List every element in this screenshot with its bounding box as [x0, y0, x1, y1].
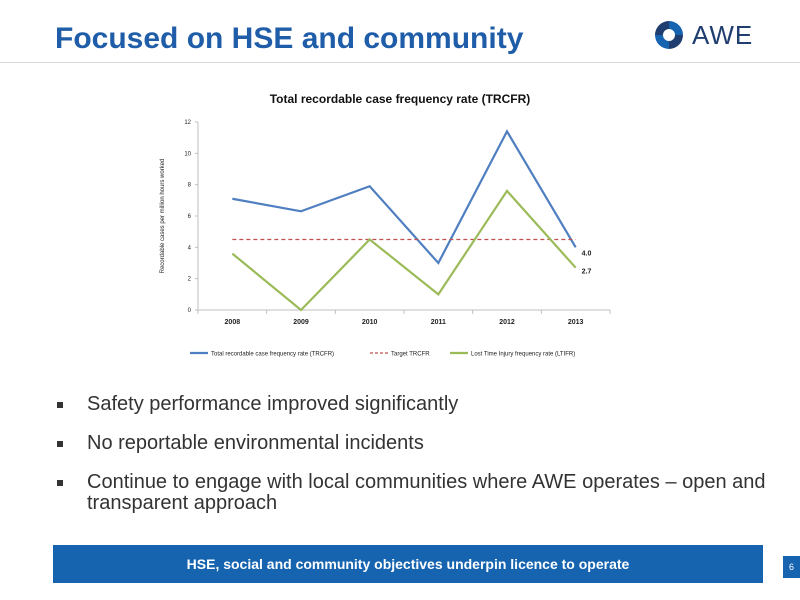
page-number-text: 6	[788, 562, 794, 572]
banner-text: HSE, social and community objectives und…	[186, 556, 630, 572]
data-label-trcfr-2013: 4.0	[582, 250, 592, 257]
x-tick-label: 2013	[568, 319, 584, 326]
x-tick-label: 2010	[362, 319, 378, 326]
y-tick-label: 8	[188, 183, 192, 189]
x-tick-label: 2008	[225, 319, 241, 326]
y-tick-label: 6	[188, 214, 192, 220]
x-tick-label: 2011	[431, 319, 446, 326]
title-divider	[0, 62, 800, 63]
bullet-square-icon	[57, 441, 63, 447]
bullet-list: Safety performance improved significantl…	[57, 394, 777, 532]
objective-banner: HSE, social and community objectives und…	[53, 545, 763, 583]
legend-label-trcfr: Total recordable case frequency rate (TR…	[211, 352, 334, 358]
chart-title: Total recordable case frequency rate (TR…	[269, 92, 531, 106]
page-number: 6	[783, 556, 800, 578]
bullet-item: No reportable environmental incidents	[57, 433, 777, 454]
y-tick-label: 2	[188, 277, 192, 283]
trcfr-chart: 0 2 4 6 8 10 12 2008 2009 2010 2011 2012 2013 Recorda…	[160, 120, 611, 358]
legend-label-target: Target TRCFR	[391, 352, 430, 358]
series-line-trcfr	[232, 129, 577, 265]
bullet-square-icon	[57, 480, 63, 486]
bullet-item: Safety performance improved significantl…	[57, 394, 777, 415]
y-tick-label: 12	[184, 120, 191, 126]
series-line-ltifr	[231, 189, 577, 312]
y-tick-label: 0	[188, 308, 192, 314]
awe-logo: AWE	[652, 18, 762, 54]
y-tick-label: 10	[184, 151, 191, 157]
y-axis-label: Recordable cases per million hours worke…	[160, 159, 166, 274]
bullet-text: Safety performance improved significantl…	[87, 393, 459, 415]
y-tick-label: 4	[188, 245, 192, 251]
bullet-item: Continue to engage with local communitie…	[57, 472, 777, 514]
logo-text: AWE	[692, 20, 754, 50]
x-tick-label: 2009	[293, 319, 309, 326]
data-label-ltifr-2013: 2.7	[582, 269, 592, 276]
bullet-square-icon	[57, 402, 63, 408]
x-tick-label: 2012	[499, 319, 515, 326]
legend-label-ltifr: Lost Time Injury frequency rate (LTIFR)	[471, 352, 575, 358]
bullet-text: Continue to engage with local communitie…	[87, 471, 766, 514]
bullet-text: No reportable environmental incidents	[87, 432, 424, 454]
awe-logo-icon	[655, 21, 683, 49]
slide-title: Focused on HSE and community	[55, 22, 524, 55]
